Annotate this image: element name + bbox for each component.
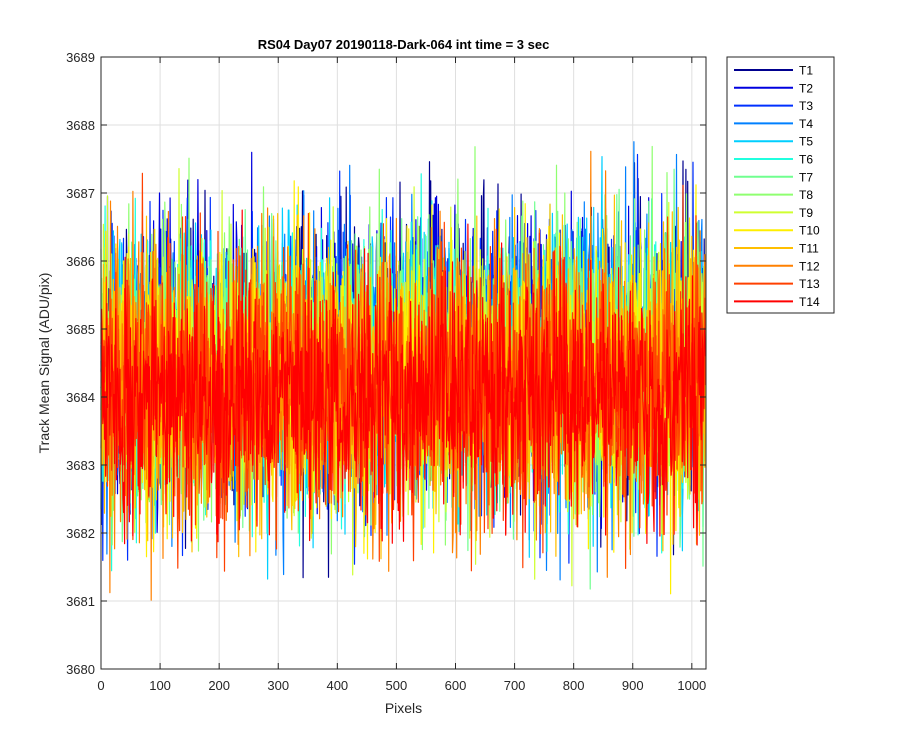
y-tick-label: 3689 xyxy=(66,50,95,65)
y-tick-label: 3686 xyxy=(66,254,95,269)
y-tick-label: 3681 xyxy=(66,594,95,609)
legend-label-t11: T11 xyxy=(799,242,819,256)
series-layer xyxy=(100,141,706,601)
x-tick-label: 300 xyxy=(267,678,289,693)
x-tick-label: 0 xyxy=(97,678,104,693)
x-tick-label: 900 xyxy=(622,678,644,693)
y-axis-label: Track Mean Signal (ADU/pix) xyxy=(36,273,52,454)
tick-marks xyxy=(100,56,706,670)
y-tick-label: 3685 xyxy=(66,322,95,337)
x-axis-label: Pixels xyxy=(385,700,422,716)
x-tick-label: 500 xyxy=(386,678,408,693)
legend-label-t12: T12 xyxy=(799,259,820,273)
x-tick-label: 700 xyxy=(504,678,526,693)
x-tick-label: 100 xyxy=(149,678,171,693)
legend-label-t10: T10 xyxy=(799,224,820,238)
x-tick-label: 200 xyxy=(208,678,230,693)
legend-label-t3: T3 xyxy=(799,99,813,113)
legend-label-t14: T14 xyxy=(799,295,820,309)
legend-label-t2: T2 xyxy=(799,81,813,95)
legend-items: T1 T2 T3 T4 T5 T6 T7 T8 T9 T10 T11 T12 T13 T14 xyxy=(734,64,820,309)
legend-box xyxy=(726,56,835,314)
x-tick-label: 1000 xyxy=(677,678,706,693)
legend-label-t5: T5 xyxy=(799,135,813,149)
tick-labels: 0 100 200 300 400 500 600 700 800 900 1000 3680 3681… xyxy=(66,50,706,693)
x-tick-label: 600 xyxy=(445,678,467,693)
plot-frame xyxy=(100,56,707,670)
chart-title: RS04 Day07 20190118-Dark-064 int time = … xyxy=(258,37,550,52)
legend-label-t8: T8 xyxy=(799,188,813,202)
y-tick-label: 3688 xyxy=(66,118,95,133)
legend-label-t1: T1 xyxy=(799,64,813,78)
legend-label-t9: T9 xyxy=(799,206,813,220)
y-tick-label: 3687 xyxy=(66,186,95,201)
legend-label-t6: T6 xyxy=(799,153,813,167)
legend-label-t4: T4 xyxy=(799,117,813,131)
y-tick-label: 3684 xyxy=(66,390,95,405)
y-tick-label: 3683 xyxy=(66,458,95,473)
legend: T1 T2 T3 T4 T5 T6 T7 T8 T9 T10 T11 T12 T13 T14 xyxy=(726,56,835,314)
legend-label-t7: T7 xyxy=(799,170,813,184)
y-tick-label: 3680 xyxy=(66,662,95,677)
x-tick-label: 800 xyxy=(563,678,585,693)
y-tick-label: 3682 xyxy=(66,526,95,541)
x-tick-label: 400 xyxy=(326,678,348,693)
series-line-t14 xyxy=(100,209,706,546)
legend-label-t13: T13 xyxy=(799,277,820,291)
